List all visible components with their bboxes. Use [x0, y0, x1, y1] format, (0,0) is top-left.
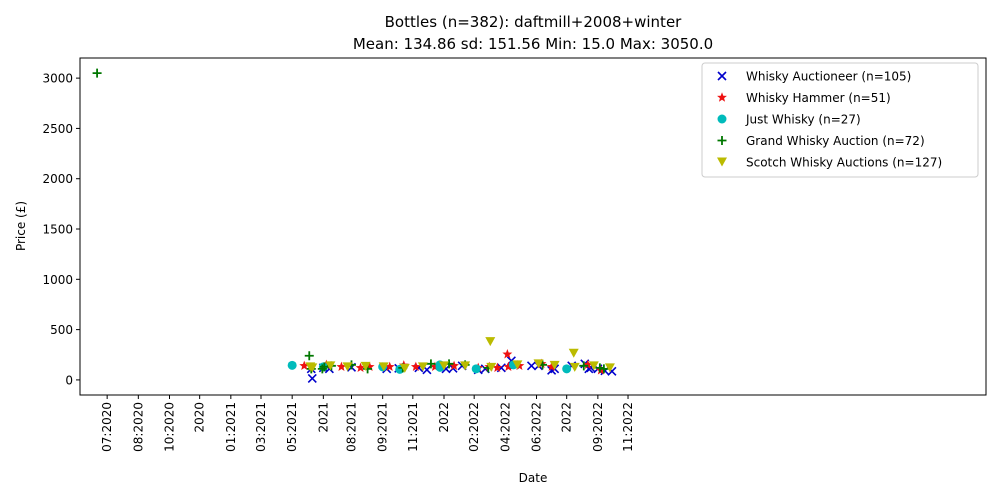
- x-axis: 07:2020 08:2020 10:2020 2020 01:2021 03:2021 0…: [100, 395, 635, 452]
- plot-frame: [79, 57, 987, 396]
- data-point: [319, 362, 329, 372]
- x-tick-label: 06:2022: [530, 402, 544, 452]
- data-point: [536, 358, 547, 369]
- data-point: [569, 362, 580, 372]
- x-tick-label: 07:2020: [100, 402, 114, 452]
- data-point: [485, 337, 496, 347]
- data-point: [588, 361, 599, 371]
- legend-entry: Grand Whisky Auction (n=72): [746, 134, 925, 148]
- x-tick-label: 2021: [316, 402, 330, 433]
- y-tick-label: 3000: [42, 72, 73, 86]
- legend-marker: [717, 157, 727, 167]
- legend: Whisky Auctioneer (n=105) Whisky Hammer (…: [701, 62, 979, 178]
- data-point: [336, 361, 347, 372]
- y-tick-label: 1000: [42, 273, 73, 287]
- chart-title: Bottles (n=382): daftmill+2008+winter: [385, 13, 683, 31]
- data-point: [426, 359, 436, 369]
- data-point: [287, 360, 297, 370]
- legend-entry: Whisky Hammer (n=51): [746, 91, 891, 105]
- data-point: [595, 365, 606, 375]
- x-tick-label: 02:2022: [467, 402, 481, 452]
- y-tick-label: 2000: [42, 172, 73, 186]
- data-point: [562, 364, 572, 374]
- data-point: [430, 361, 440, 372]
- data-point: [492, 362, 503, 373]
- x-tick-label: 08:2020: [131, 402, 145, 452]
- data-point: [410, 361, 421, 372]
- data-point: [599, 364, 609, 374]
- data-point: [512, 360, 523, 370]
- data-point: [502, 349, 513, 359]
- y-tick-label: 1500: [42, 223, 73, 237]
- data-point: [460, 361, 471, 371]
- x-tick-label: 11:2021: [406, 402, 420, 452]
- data-point: [378, 362, 389, 372]
- data-point: [317, 364, 327, 374]
- data-point: [325, 361, 336, 371]
- data-point: [582, 359, 593, 370]
- legend-marker: [717, 136, 727, 145]
- x-tick-label: 11:2022: [621, 402, 635, 452]
- data-point: [549, 360, 560, 370]
- x-tick-label: 01:2021: [224, 402, 238, 452]
- y-tick-label: 2500: [42, 122, 73, 136]
- legend-entry: Whisky Auctioneer (n=105): [746, 70, 911, 84]
- x-tick-label: 09:2022: [591, 402, 605, 452]
- data-point: [299, 360, 310, 371]
- data-point: [304, 351, 314, 361]
- data-point: [449, 360, 460, 371]
- legend-entry: Just Whisky (n=27): [745, 113, 861, 127]
- data-point: [342, 362, 353, 372]
- x-tick-label: 10:2020: [162, 402, 176, 452]
- points-layer: [92, 68, 617, 383]
- y-axis: 0 500 1000 1500 2000 2500 3000: [42, 72, 80, 387]
- data-point: [92, 68, 102, 78]
- data-point: [503, 361, 514, 372]
- data-point: [604, 363, 615, 373]
- legend-box: [701, 62, 979, 178]
- data-point: [568, 348, 579, 358]
- x-tick-label: 04:2022: [498, 402, 512, 452]
- data-point: [355, 362, 366, 373]
- data-point: [417, 362, 428, 372]
- data-point: [360, 361, 371, 371]
- data-point: [533, 359, 544, 369]
- data-point: [439, 361, 450, 371]
- x-tick-label: 2020: [193, 402, 207, 433]
- data-point: [384, 361, 395, 372]
- x-tick-label: 09:2021: [376, 402, 390, 452]
- y-tick-label: 500: [50, 323, 73, 337]
- data-point: [307, 363, 318, 373]
- legend-marker: [717, 114, 727, 124]
- data-point: [307, 373, 317, 383]
- data-point: [364, 361, 375, 372]
- data-point: [471, 364, 481, 374]
- legend-entry: Scotch Whisky Auctions (n=127): [746, 156, 942, 170]
- y-tick-label: 0: [65, 373, 73, 387]
- data-point: [546, 361, 557, 372]
- x-tick-label: 2022: [437, 402, 451, 433]
- data-point: [579, 361, 589, 371]
- data-point: [486, 362, 497, 372]
- chart-subtitle: Mean: 134.86 sd: 151.56 Min: 15.0 Max: 3…: [353, 35, 713, 53]
- legend-marker: [717, 92, 727, 102]
- data-point: [526, 361, 537, 371]
- data-point: [595, 363, 605, 373]
- x-axis-label: Date: [519, 471, 548, 485]
- x-tick-label: 08:2021: [344, 402, 358, 452]
- x-tick-label: 2022: [560, 402, 574, 433]
- x-tick-label: 03:2021: [254, 402, 268, 452]
- y-axis-label: Price (£): [14, 201, 28, 251]
- legend-marker: [717, 71, 727, 81]
- data-point: [399, 363, 410, 373]
- x-tick-label: 05:2021: [285, 402, 299, 452]
